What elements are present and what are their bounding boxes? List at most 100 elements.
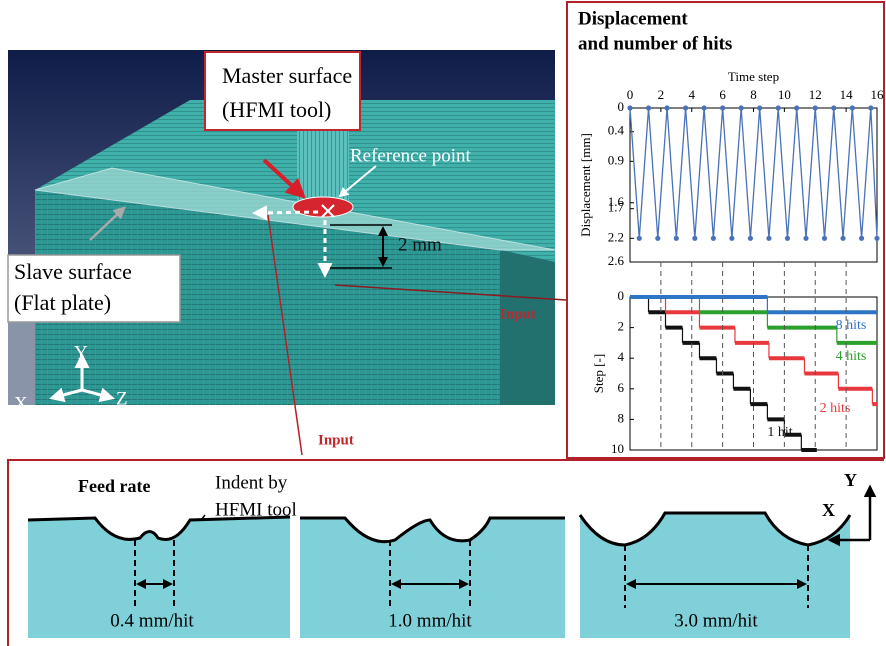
profile-fill	[580, 513, 850, 638]
axis-x-arrow	[49, 387, 83, 403]
master-label: Master surface	[222, 63, 352, 88]
slave-label: (Flat plate)	[14, 290, 111, 315]
profile-line	[300, 516, 565, 544]
series-line	[629, 107, 878, 239]
x-tick-label: 6	[719, 87, 726, 102]
point	[710, 235, 716, 241]
point	[874, 235, 880, 241]
slave-arrow	[89, 206, 126, 241]
series-label: 1 hit	[767, 425, 792, 440]
feed-title: Feed rate	[78, 476, 150, 496]
slave-label-box	[7, 254, 181, 323]
series-label: 4 hits	[836, 349, 867, 364]
x-tick-label: 14	[840, 87, 854, 102]
point	[812, 105, 818, 111]
slave-label: Slave surface	[14, 259, 132, 284]
series-label: 8 hits	[836, 318, 867, 333]
coord-label: X	[822, 500, 835, 520]
point	[636, 235, 642, 241]
y-axis-label: Displacement [mm]	[578, 133, 593, 237]
y-tick-label: 6	[618, 380, 625, 395]
point	[849, 105, 855, 111]
reference-cross	[321, 204, 335, 218]
point	[831, 105, 837, 111]
y-tick-label: 2	[618, 319, 625, 334]
y-tick-label: 1.7	[608, 200, 625, 215]
x-tick-label: 10	[778, 87, 791, 102]
y-tick-label: 1.6	[608, 194, 625, 209]
profile-line	[27, 515, 291, 541]
indent-label: Indent by	[215, 472, 288, 493]
indent-label: HFMI tool	[215, 499, 297, 520]
point	[682, 105, 689, 111]
y-tick-label: 2.6	[608, 253, 625, 268]
fe-model-render: Master surface (HFMI tool) Reference poi…	[7, 50, 556, 414]
profile-fill	[300, 518, 565, 638]
y-tick-label: 0	[618, 99, 625, 114]
point	[747, 235, 754, 241]
point	[858, 235, 865, 241]
y-tick-label: 2.2	[608, 229, 624, 244]
y-tick-label: 4	[618, 349, 625, 364]
y-tick-label: 0.9	[608, 152, 624, 167]
point	[627, 105, 633, 111]
point	[701, 105, 707, 111]
pitch-label: 1.0 mm/hit	[388, 610, 472, 631]
x-tick-label: 8	[750, 87, 757, 102]
chart-panel-border	[566, 1, 885, 459]
point	[692, 235, 698, 241]
point	[729, 235, 735, 241]
point	[757, 105, 763, 111]
y-axis-label: Step [-]	[591, 354, 606, 393]
dimension-label: 2 mm	[398, 234, 442, 255]
input-link	[334, 284, 567, 301]
point	[803, 235, 809, 241]
series-label: 2 hits	[820, 401, 851, 416]
x-tick-label: 4	[689, 87, 696, 102]
master-label-box	[204, 51, 361, 131]
panel-title: Displacement	[578, 8, 688, 29]
profile-fill	[28, 517, 290, 638]
reference-arrow	[338, 165, 377, 198]
input-label: Input	[500, 306, 536, 322]
axis-label: Z	[116, 388, 128, 409]
master-arrow	[262, 158, 306, 199]
axis-label: Y	[74, 342, 88, 363]
point	[840, 235, 846, 241]
pitch-label: 3.0 mm/hit	[674, 610, 758, 631]
input-label: Input	[318, 432, 354, 448]
feed-panel-border	[7, 459, 884, 646]
x-tick-label: 0	[627, 87, 634, 102]
y-tick-label: 0	[618, 288, 625, 303]
input-link	[267, 214, 303, 456]
axis-label: X	[14, 393, 28, 414]
pitch-label: 0.4 mm/hit	[110, 610, 194, 631]
coord-label: Y	[844, 470, 857, 490]
point	[664, 105, 670, 111]
y-tick-label: 0.4	[608, 123, 625, 138]
y-tick-label: 10	[611, 441, 624, 456]
point	[821, 235, 828, 241]
master-label: (HFMI tool)	[222, 97, 331, 122]
point	[775, 105, 781, 111]
plot-frame	[629, 107, 878, 263]
x-axis-label: Time step	[728, 69, 779, 84]
point	[766, 235, 772, 241]
point	[645, 105, 652, 111]
reference-label: Reference point	[350, 145, 472, 166]
axis-z-arrow	[81, 387, 115, 403]
point	[738, 105, 744, 111]
point	[673, 235, 679, 241]
point	[784, 235, 791, 241]
x-tick-label: 2	[658, 87, 665, 102]
charts: 0 0.4 0.9 1.61.7 2.2 2.6 0 2 4 6 8 10 12 14 16 Time ste…	[578, 69, 884, 456]
point	[794, 105, 800, 111]
y-tick-label: 8	[618, 410, 625, 425]
point	[655, 235, 661, 241]
point	[868, 105, 874, 111]
point	[720, 105, 726, 111]
feed-direction-arrow	[252, 205, 319, 221]
x-tick-label: 12	[809, 87, 822, 102]
profile-line	[578, 511, 852, 547]
